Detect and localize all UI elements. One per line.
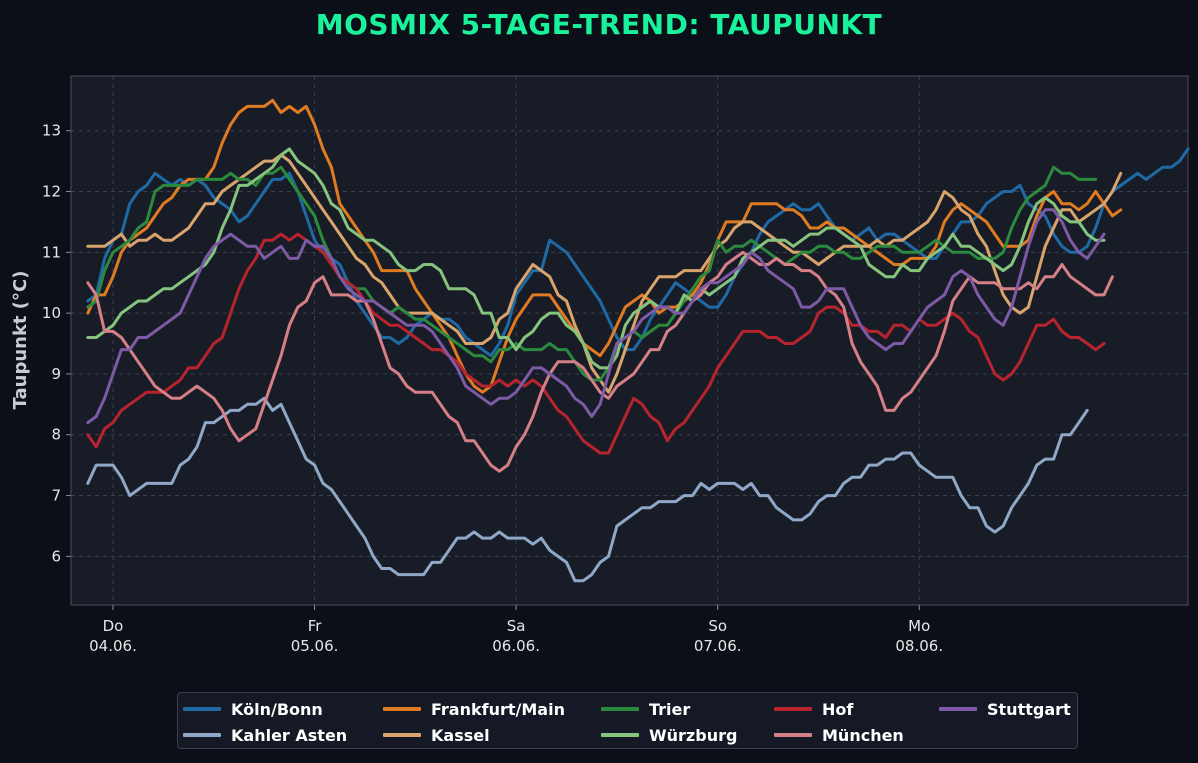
x-tick-label: So 07.06. (694, 617, 742, 655)
legend-swatch (601, 733, 639, 737)
legend-label: Stuttgart (987, 699, 1071, 719)
legend-label: Köln/Bonn (231, 699, 323, 719)
legend-item: Kahler Asten (183, 724, 347, 746)
series-lines (86, 98, 1190, 583)
y-tick-label: 10 (42, 304, 61, 322)
y-tick-label: 6 (51, 547, 61, 565)
legend-swatch (774, 707, 812, 711)
legend-label: Hof (822, 699, 854, 719)
chart-title: MOSMIX 5-TAGE-TREND: TAUPUNKT (315, 8, 883, 41)
series-line-würzburg (86, 147, 1106, 370)
legend-label: München (822, 725, 904, 745)
series-line-stuttgart (86, 208, 1106, 425)
legend-label: Frankfurt/Main (431, 699, 565, 719)
legend-swatch (774, 733, 812, 737)
y-axis-label: Taupunkt (°C) (10, 271, 31, 410)
series-line-hof (86, 232, 1106, 455)
legend-swatch (601, 707, 639, 711)
y-tick-label: 12 (42, 183, 61, 201)
x-tick-label: Fr 05.06. (291, 617, 339, 655)
legend-item: Köln/Bonn (183, 698, 323, 720)
legend-label: Würzburg (649, 725, 738, 745)
legend-item: Trier (601, 698, 690, 720)
legend-swatch (383, 707, 421, 711)
legend-swatch (183, 707, 221, 711)
y-tick-label: 8 (51, 426, 61, 444)
x-tick-label: Sa 06.06. (492, 617, 540, 655)
legend-swatch (939, 707, 977, 711)
legend-item: Kassel (383, 724, 490, 746)
series-line-münchen (86, 250, 1114, 473)
legend-swatch (183, 733, 221, 737)
x-tick-labels: Do 04.06. Fr 05.06. Sa 06.06. So 07.06. Mo 08.06. (89, 605, 943, 655)
y-tick-label: 13 (42, 122, 61, 140)
series-line-kahler-asten (86, 396, 1089, 583)
x-tick-label: Mo 08.06. (895, 617, 943, 655)
legend-item: Hof (774, 698, 853, 720)
y-tick-label: 9 (51, 365, 61, 383)
series-line-köln-bonn (86, 147, 1190, 358)
legend-item: Frankfurt/Main (383, 698, 565, 720)
y-tick-label: 7 (51, 487, 61, 505)
legend: Köln/Bonn Kahler Asten Frankfurt/Main Kasse… (177, 692, 1078, 749)
x-tick-label: Do 04.06. (89, 617, 137, 655)
legend-item: Stuttgart (939, 698, 1071, 720)
legend-label: Kassel (431, 725, 490, 745)
y-tick-label: 11 (42, 243, 61, 261)
legend-label: Trier (649, 699, 691, 719)
legend-item: München (774, 724, 904, 746)
series-line-frankfurt-main (86, 98, 1123, 394)
legend-item: Würzburg (601, 724, 737, 746)
legend-swatch (383, 733, 421, 737)
legend-label: Kahler Asten (231, 725, 348, 745)
y-tick-labels: 6 7 8 9 10 11 12 13 (42, 122, 71, 565)
